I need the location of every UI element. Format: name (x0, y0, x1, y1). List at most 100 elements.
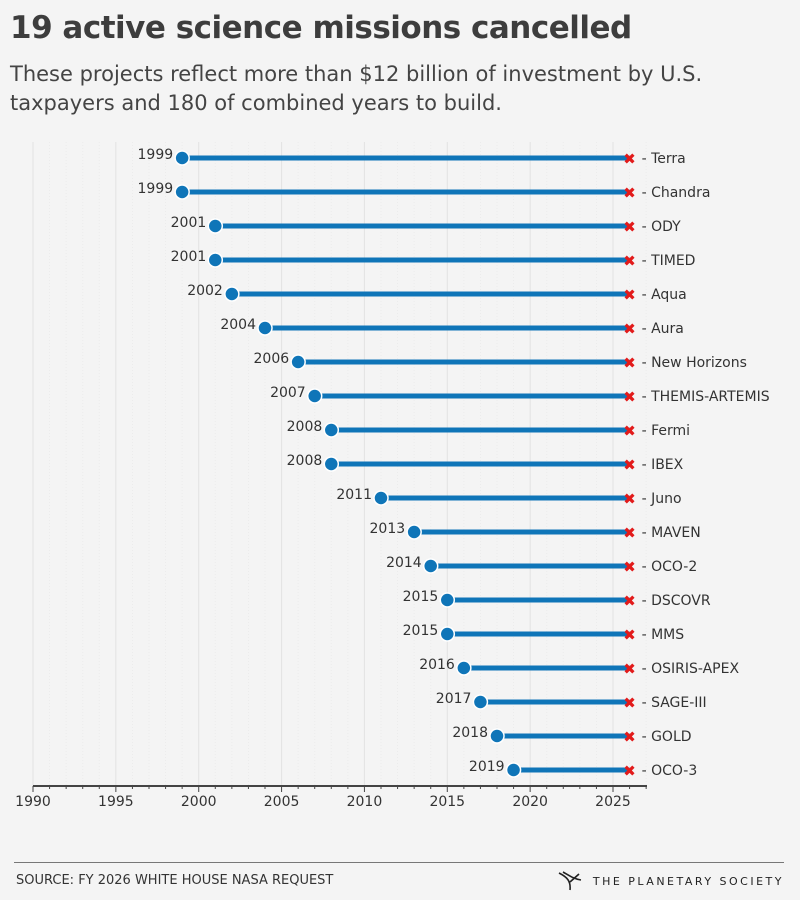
cancelled-x-icon: ✖ (623, 558, 636, 576)
mission-start-year: 2016 (419, 657, 455, 673)
footer-divider (14, 862, 784, 863)
chart-title: 19 active science missions cancelled (10, 10, 632, 46)
mission-name-label: - Aura (642, 321, 684, 337)
x-tick-label: 1995 (98, 794, 134, 810)
mission-start-dot (422, 558, 439, 574)
mission-label-prefix: - (642, 321, 652, 337)
mission-name-label: - Aqua (642, 287, 687, 303)
cancelled-x-icon: ✖ (623, 184, 636, 202)
mission-start-dot (257, 320, 273, 336)
mission-start-dot (174, 150, 190, 166)
x-tick-label: 2020 (512, 794, 548, 810)
source-note: SOURCE: FY 2026 WHITE HOUSE NASA REQUEST (16, 873, 334, 888)
mission-label-prefix: - (642, 525, 652, 541)
mission-label-prefix: - (642, 423, 652, 439)
mission-start-dot (439, 626, 456, 642)
mission-start-dot (290, 354, 306, 370)
mission-name: SAGE-III (651, 695, 707, 711)
x-tick-label: 2005 (264, 794, 300, 810)
mission-start-dot (207, 218, 224, 234)
mission-name: ODY (651, 219, 681, 235)
mission-start-year: 2017 (436, 691, 472, 707)
cancelled-x-icon: ✖ (623, 490, 636, 508)
mission-start-dot (207, 252, 224, 268)
cancelled-x-icon: ✖ (623, 456, 636, 474)
mission-label-prefix: - (642, 695, 652, 711)
mission-start-year: 2015 (403, 589, 439, 605)
mission-start-dot (306, 388, 323, 404)
mission-name: Juno (650, 491, 681, 507)
mission-start-year: 2001 (171, 249, 207, 265)
mission-start-dot (174, 184, 190, 200)
mission-name-label: - IBEX (642, 457, 684, 473)
mission-name: THEMIS-ARTEMIS (650, 389, 770, 405)
mission-start-year: 2001 (171, 215, 207, 231)
mission-name-label: - Juno (642, 491, 682, 507)
mission-name: DSCOVR (651, 593, 711, 609)
mission-start-year: 2018 (452, 725, 488, 741)
cancelled-x-icon: ✖ (623, 286, 636, 304)
mission-name-label: - OCO-2 (642, 559, 698, 575)
mission-name-label: - OSIRIS-APEX (642, 661, 740, 677)
cancelled-x-icon: ✖ (623, 354, 636, 372)
mission-label-prefix: - (642, 219, 652, 235)
mission-label-prefix: - (642, 491, 652, 507)
mission-start-dot (456, 660, 472, 676)
mission-start-year: 2013 (370, 521, 406, 537)
cancelled-x-icon: ✖ (623, 660, 636, 678)
mission-name: TIMED (650, 253, 695, 269)
mission-start-dot (505, 762, 522, 778)
cancelled-x-icon: ✖ (623, 320, 636, 338)
mission-name: Chandra (651, 185, 710, 201)
mission-name: GOLD (651, 729, 691, 745)
mission-label-prefix: - (642, 253, 652, 269)
mission-name-label: - Chandra (642, 185, 711, 201)
mission-start-year: 2008 (287, 453, 323, 469)
mission-start-dot (406, 524, 422, 540)
mission-start-year: 1999 (138, 147, 174, 163)
mission-name-label: - DSCOVR (642, 593, 711, 609)
mission-name: OCO-2 (651, 559, 697, 575)
mission-name-label: - Fermi (642, 423, 690, 439)
cancelled-x-icon: ✖ (623, 694, 636, 712)
mission-start-year: 2019 (469, 759, 505, 775)
mission-name: Fermi (651, 423, 690, 439)
mission-start-dot (323, 422, 340, 438)
mission-label-prefix: - (642, 457, 652, 473)
mission-label-prefix: - (642, 729, 652, 745)
mission-start-dot (224, 286, 240, 302)
cancelled-x-icon: ✖ (623, 592, 636, 610)
planetary-society-logo-icon (558, 871, 581, 891)
mission-name-label: - GOLD (642, 729, 692, 745)
mission-label-prefix: - (642, 151, 652, 167)
brand-block: THE PLANETARY SOCIETY (557, 870, 784, 892)
mission-label-prefix: - (642, 661, 652, 677)
cancelled-x-icon: ✖ (623, 388, 636, 406)
x-tick-label: 2000 (181, 794, 217, 810)
mission-start-year: 2004 (220, 317, 256, 333)
mission-name-label: - THEMIS-ARTEMIS (642, 389, 770, 405)
mission-start-year: 2015 (403, 623, 439, 639)
cancelled-x-icon: ✖ (623, 422, 636, 440)
mission-name-label: - MAVEN (642, 525, 701, 541)
mission-label-prefix: - (642, 389, 652, 405)
chart-subtitle: These projects reflect more than $12 bil… (10, 62, 703, 115)
mission-start-dot (439, 592, 456, 608)
mission-name: New Horizons (651, 355, 747, 371)
cancelled-x-icon: ✖ (623, 150, 636, 168)
mission-name: MMS (651, 627, 684, 643)
mission-start-year: 2007 (270, 385, 306, 401)
mission-name: Terra (650, 151, 686, 167)
mission-name-label: - MMS (642, 627, 685, 643)
mission-name: MAVEN (651, 525, 701, 541)
mission-label-prefix: - (642, 593, 652, 609)
mission-name-label: - Terra (642, 151, 686, 167)
mission-name: OCO-3 (651, 763, 697, 779)
brand-name: THE PLANETARY SOCIETY (592, 874, 784, 888)
cancelled-x-icon: ✖ (623, 762, 636, 780)
x-tick-label: 2010 (347, 794, 383, 810)
mission-start-dot (323, 456, 340, 472)
mission-name: Aqua (651, 287, 687, 303)
mission-label-prefix: - (642, 627, 652, 643)
